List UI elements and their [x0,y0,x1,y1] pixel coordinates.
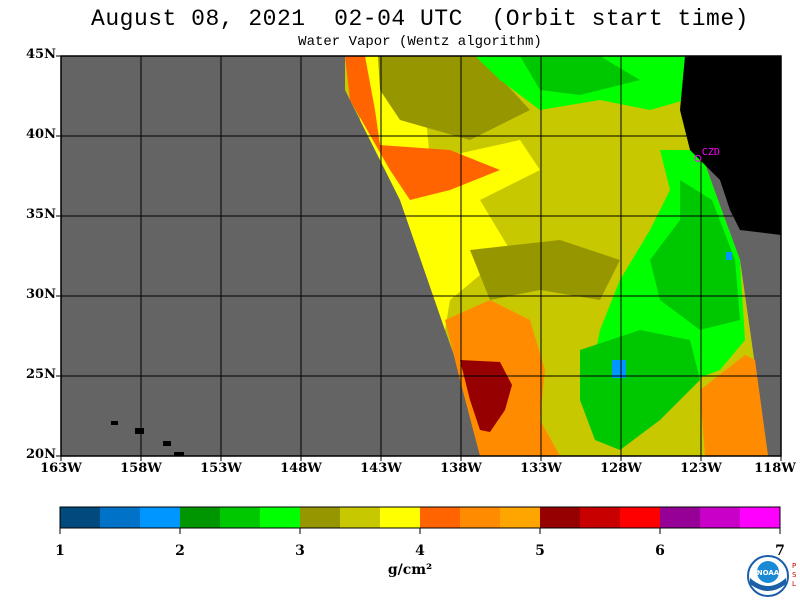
lon-label: 158W [120,461,162,476]
swath-green-north-dark [520,56,640,95]
swath-orange-se [700,355,768,456]
colorbar-swatch [580,507,621,528]
colorbar-swatch [180,507,221,528]
hawaiian-islands [111,421,184,456]
colorbar-swatch [380,507,421,528]
land-mass [680,56,781,235]
lon-label: 153W [200,461,242,476]
logo-side-text: PSL [792,562,797,588]
colorbar-swatch [620,507,661,528]
lon-label: 133W [520,461,562,476]
station-label-czd: CZD [701,147,720,159]
swath-blue-spot [726,252,732,260]
colorbar-swatch [540,507,581,528]
station-marker-czd [694,154,702,162]
colorbar-tick-label: 4 [415,543,425,559]
colorbar-swatch [740,507,781,528]
colorbar-tick-label: 3 [295,543,305,559]
colorbar-units: g/cm² [387,562,433,578]
lat-label: 45N [26,47,56,62]
colorbar-swatch [420,507,461,528]
lat-label: 25N [26,367,56,382]
lat-label: 30N [26,287,56,302]
colorbar-swatch [700,507,741,528]
map-title: August 08, 2021 02-04 UTC (Orbit start t… [91,6,749,32]
colorbar-swatch [60,507,101,528]
lat-label: 35N [26,207,56,222]
lon-label: 163W [40,461,82,476]
swath-band-olive-north [378,56,530,140]
lon-label: 148W [280,461,322,476]
station-dot [694,154,702,162]
colorbar-swatch [260,507,301,528]
lat-label: 20N [26,447,56,462]
colorbar-swatch [140,507,181,528]
map-ticks [56,55,782,461]
map-grid [61,56,781,456]
map-subtitle: Water Vapor (Wentz algorithm) [298,34,542,50]
lon-label: 123W [680,461,722,476]
lat-label: 40N [26,127,56,142]
swath-green-plume [580,330,700,450]
swath-darkred [460,360,512,432]
colorbar-swatch [460,507,501,528]
lon-label: 128W [600,461,642,476]
colorbar-swatch [660,507,701,528]
map-frame [60,55,782,457]
colorbar-swatch [500,507,541,528]
noaa-logo: NOAA [747,555,789,597]
colorbar-swatch [300,507,341,528]
colorbar-tick-label: 7 [775,543,785,559]
colorbar-tick-label: 6 [655,543,665,559]
colorbar-swatch [100,507,141,528]
colorbar-tick-label: 1 [55,543,65,559]
colorbar-swatch [220,507,261,528]
swath-green-coast-dark [650,180,740,330]
lon-label: 118W [754,461,796,476]
colorbar [59,506,781,534]
colorbar-tick-label: 5 [535,543,545,559]
colorbar-swatch [340,507,381,528]
lon-label: 143W [360,461,402,476]
swath-blue-spot [612,360,626,378]
swath-band-olive-mid [470,240,620,300]
colorbar-tick-label: 2 [175,543,185,559]
logo-agency-text: NOAA [757,569,780,577]
lon-label: 138W [440,461,482,476]
